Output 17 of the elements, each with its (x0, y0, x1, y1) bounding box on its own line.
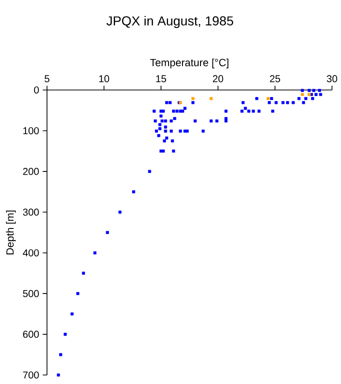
x-tick-label: 25 (270, 75, 280, 82)
y-tick-label: 600 (23, 330, 39, 338)
x-axis-title: Temperature [°C] (150, 58, 228, 68)
y-axis-title: Depth [m] (6, 210, 16, 254)
x-tick-label: 10 (99, 75, 110, 82)
y-tick-label: 0 (34, 86, 39, 94)
y-tick-label: 200 (23, 168, 39, 175)
x-tick-label: 20 (212, 75, 224, 82)
x-tick-label: 30 (326, 75, 338, 82)
y-tick-label: 100 (23, 127, 39, 134)
x-tick-label: 15 (156, 75, 166, 82)
y-tick-label: 300 (22, 208, 39, 216)
chart-title: JPQX in August, 1985 (106, 16, 234, 28)
y-tick-label: 500 (23, 290, 39, 298)
x-tick-label: 5 (44, 75, 50, 82)
y-tick-label: 400 (22, 249, 39, 256)
y-tick-label: 700 (23, 371, 39, 379)
